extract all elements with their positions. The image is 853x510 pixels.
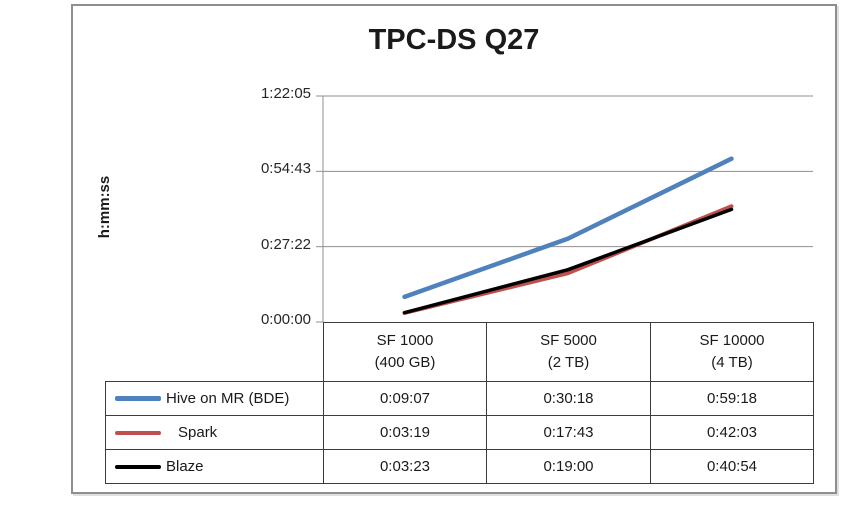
table-value-cell: 0:09:07 bbox=[323, 381, 487, 416]
table-header-row: SF 1000 (400 GB) SF 5000 (2 TB) SF 10000 (4 T… bbox=[105, 322, 814, 382]
chart-area: TPC-DS Q27 h:mm:ss 1:22:05 0:54:43 0:27:22… bbox=[71, 4, 837, 494]
legend-label: Hive on MR (BDE) bbox=[166, 390, 290, 407]
y-axis-tick-label: 0:54:43 bbox=[260, 160, 311, 178]
legend-cell: Spark bbox=[105, 415, 324, 450]
column-header-line2: (400 GB) bbox=[374, 354, 436, 371]
column-header-line2: (2 TB) bbox=[547, 354, 590, 371]
chart-data-table: SF 1000 (400 GB) SF 5000 (2 TB) SF 10000 (4 T… bbox=[105, 322, 814, 484]
series-line-blaze bbox=[402, 207, 734, 315]
series-line-hive-on-mr-bde bbox=[402, 156, 734, 300]
column-header-line1: SF 5000 bbox=[540, 332, 597, 349]
legend-cell: Hive on MR (BDE) bbox=[105, 381, 324, 416]
table-row-blaze: Blaze 0:03:23 0:19:00 0:40:54 bbox=[105, 449, 814, 484]
table-column-header: SF 5000 (2 TB) bbox=[486, 322, 651, 382]
y-axis-tick-label: 0:27:22 bbox=[260, 235, 311, 253]
column-header-line2: (4 TB) bbox=[711, 354, 753, 371]
table-value-cell: 0:40:54 bbox=[650, 449, 814, 484]
table-value-cell: 0:19:00 bbox=[486, 449, 651, 484]
column-header-line1: SF 10000 bbox=[699, 332, 765, 349]
table-value-cell: 0:03:19 bbox=[323, 415, 487, 450]
legend-label: Spark bbox=[178, 424, 218, 441]
table-value-cell: 0:17:43 bbox=[486, 415, 651, 450]
series-line-spark bbox=[402, 204, 734, 315]
table-value-cell: 0:42:03 bbox=[650, 415, 814, 450]
legend-line-swatch-spark bbox=[115, 430, 161, 435]
legend-line-swatch-hive-on-mr-bde bbox=[115, 396, 161, 401]
legend-line-swatch-blaze bbox=[115, 464, 161, 469]
table-value-cell: 0:03:23 bbox=[323, 449, 487, 484]
y-axis-tick-label: 1:22:05 bbox=[260, 85, 311, 102]
plot-area bbox=[316, 95, 813, 323]
table-corner-cell bbox=[105, 322, 324, 382]
legend-label: Blaze bbox=[166, 458, 204, 475]
chart-title: TPC-DS Q27 bbox=[368, 24, 540, 56]
table-column-header: SF 10000 (4 TB) bbox=[650, 322, 814, 382]
column-header-line1: SF 1000 bbox=[376, 332, 434, 349]
table-row-spark: Spark 0:03:19 0:17:43 0:42:03 bbox=[105, 415, 814, 450]
table-row-hive-on-mr-bde: Hive on MR (BDE) 0:09:07 0:30:18 0:59:18 bbox=[105, 381, 814, 416]
legend-cell: Blaze bbox=[105, 449, 324, 484]
table-column-header: SF 1000 (400 GB) bbox=[323, 322, 487, 382]
table-value-cell: 0:30:18 bbox=[486, 381, 651, 416]
table-value-cell: 0:59:18 bbox=[650, 381, 814, 416]
